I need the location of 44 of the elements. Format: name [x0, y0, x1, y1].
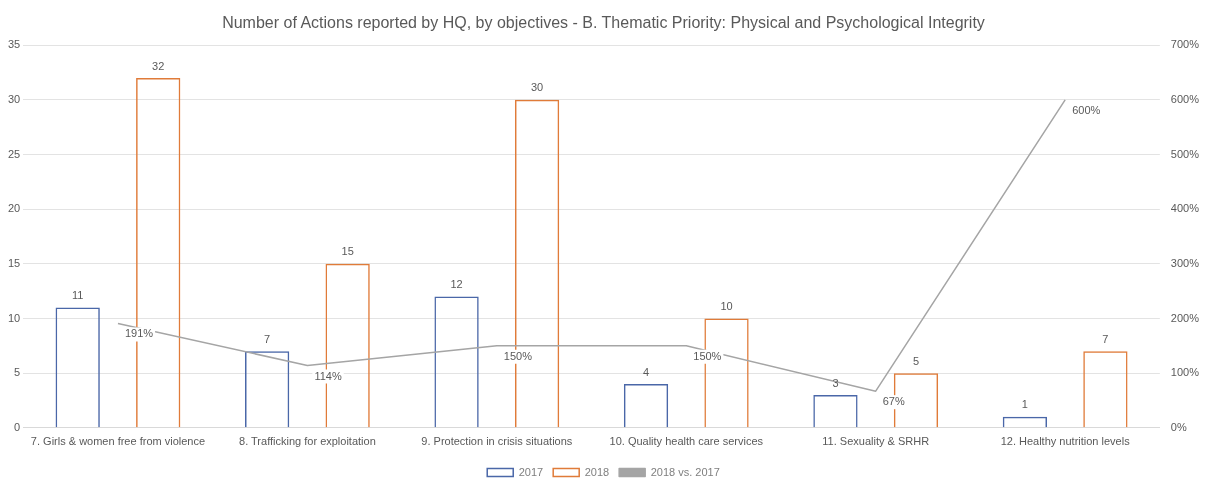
y2-tick-label: 600% — [1170, 92, 1200, 105]
y2-tick-label: 300% — [1170, 256, 1200, 269]
data-label: 11 — [71, 289, 84, 302]
y-tick-label: 15 — [7, 256, 21, 269]
y-tick-label: 10 — [7, 311, 21, 324]
data-label: 4 — [642, 365, 650, 378]
x-tick-label: 9. Protection in crisis situations — [421, 435, 573, 448]
y-tick-label: 20 — [7, 202, 21, 215]
y-tick-label: 0 — [14, 420, 21, 433]
x-tick-label: 7. Girls & women free from violence — [30, 435, 206, 448]
y2-tick-label: 500% — [1170, 147, 1200, 160]
data-label: 191% — [124, 327, 154, 340]
data-label: 1 — [1021, 398, 1028, 411]
data-label: 600% — [1072, 103, 1101, 116]
y2-tick-label: 700% — [1170, 38, 1200, 51]
y2-tick-label: 0% — [1170, 420, 1187, 433]
data-label: 7 — [1102, 332, 1109, 345]
data-label: 7 — [264, 332, 271, 345]
data-label: 10 — [720, 300, 733, 313]
data-label: 67% — [882, 395, 905, 408]
data-label: 150% — [693, 349, 722, 362]
y2-tick-label: 200% — [1170, 311, 1200, 324]
y2-tick-label: 100% — [1170, 366, 1200, 379]
data-label: 12 — [450, 278, 463, 291]
data-label: 114% — [314, 369, 342, 382]
chart-title: Number of Actions reported by HQ, by objectives - B. Thematic Priority: Physical and Psychological Integrity — [222, 14, 985, 32]
data-label: 3 — [832, 376, 839, 389]
x-tick-label: 11. Sexuality & SRHR — [822, 435, 930, 448]
data-label: 15 — [341, 245, 354, 258]
y2-tick-label: 400% — [1170, 202, 1200, 215]
data-label: 32 — [152, 59, 165, 72]
x-tick-label: 8. Trafficking for exploitation — [239, 435, 376, 448]
y-tick-label: 5 — [14, 366, 21, 379]
y-tick-label: 30 — [7, 92, 21, 105]
data-label: 5 — [912, 354, 920, 367]
data-label: 30 — [530, 81, 544, 94]
data-label: 150% — [503, 349, 533, 362]
legend-label: 2018 vs. 2017 — [650, 465, 720, 478]
legend-label: 2017 — [518, 465, 544, 478]
x-tick-label: 10. Quality health care services — [609, 435, 764, 448]
x-tick-label: 12. Healthy nutrition levels — [1000, 435, 1131, 448]
y-tick-label: 25 — [7, 147, 21, 160]
legend-label: 2018 — [584, 465, 610, 478]
y-tick-label: 35 — [7, 38, 21, 51]
